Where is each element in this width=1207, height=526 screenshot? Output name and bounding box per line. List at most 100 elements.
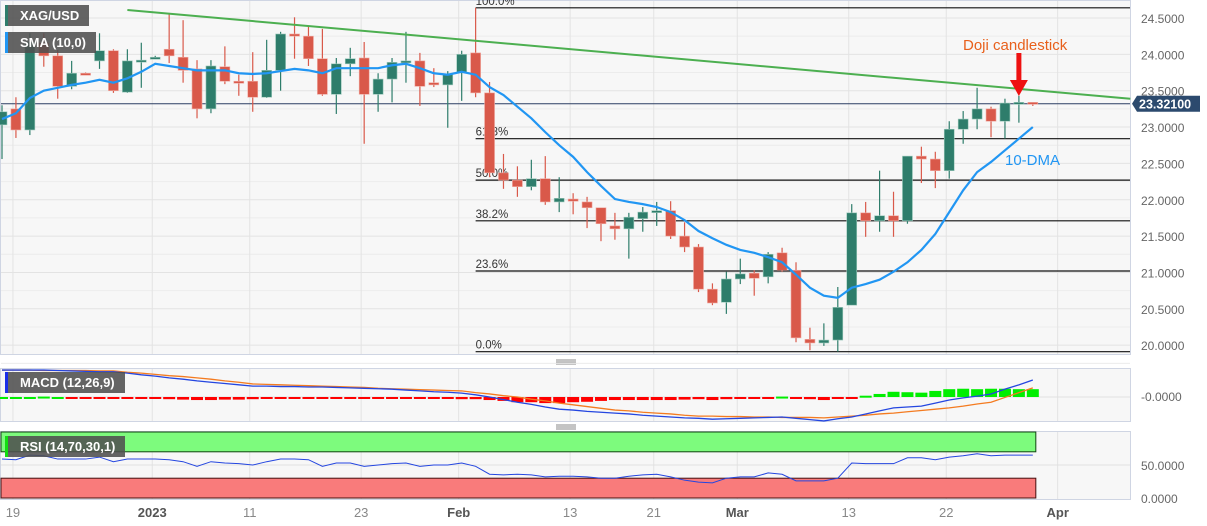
candle[interactable] [874, 170, 885, 232]
candle[interactable] [303, 26, 314, 66]
candle[interactable] [721, 271, 732, 314]
candle[interactable] [261, 39, 272, 98]
candle[interactable] [553, 177, 565, 213]
candle[interactable] [679, 222, 690, 253]
candle[interactable] [860, 201, 871, 237]
candle[interactable] [902, 155, 913, 224]
candle[interactable] [581, 196, 593, 229]
candle[interactable] [818, 323, 830, 346]
candle[interactable] [623, 212, 635, 259]
candle[interactable] [80, 72, 91, 76]
candle[interactable] [10, 97, 22, 138]
candle-body [1027, 102, 1039, 105]
candle-body [874, 215, 885, 222]
candle[interactable] [526, 159, 537, 191]
candle[interactable] [567, 193, 579, 215]
candle[interactable] [971, 87, 983, 130]
macd-histogram-bar [594, 397, 607, 401]
macd-histogram-bar [678, 397, 691, 400]
rsi-oversold-zone [0, 477, 1037, 499]
candle[interactable] [916, 146, 927, 184]
macd-histogram-bar [344, 397, 357, 399]
macd-histogram-bar [9, 397, 22, 399]
candle[interactable] [344, 47, 356, 77]
candle[interactable] [247, 52, 259, 112]
macd-histogram-bar [845, 397, 858, 399]
doji-annotation: Doji candlestick [963, 37, 1068, 54]
macd-histogram-bar [581, 397, 594, 402]
candle[interactable] [999, 98, 1011, 139]
macd-histogram-bar [51, 397, 64, 399]
candle[interactable] [414, 52, 426, 106]
candle[interactable] [428, 68, 440, 88]
candle[interactable] [498, 153, 509, 189]
candle-body [762, 253, 774, 278]
candle-body [693, 246, 704, 290]
date-tick-label: Feb [447, 505, 470, 520]
candle[interactable] [734, 258, 746, 285]
candle[interactable] [943, 121, 955, 179]
macd-histogram-bar [135, 397, 148, 399]
candle[interactable] [372, 73, 384, 112]
candle[interactable] [1013, 95, 1025, 123]
candle[interactable] [149, 55, 161, 60]
candle-body [303, 35, 314, 60]
resistance-trendline[interactable] [127, 9, 1131, 100]
sma-indicator-label[interactable]: SMA (10,0) [5, 32, 96, 53]
candle-body [623, 216, 635, 230]
macd-histogram-bar [539, 397, 552, 404]
candle-body [553, 197, 565, 203]
candle[interactable] [1027, 102, 1039, 106]
candle[interactable] [888, 191, 899, 237]
candle[interactable] [930, 151, 941, 189]
macd-histogram-bar [929, 390, 942, 397]
panel-resize-handle[interactable] [556, 359, 576, 365]
candle[interactable] [707, 283, 718, 306]
candle-body [498, 172, 509, 181]
candle[interactable] [484, 81, 495, 178]
candle[interactable] [665, 201, 676, 240]
candle[interactable] [108, 49, 119, 93]
candle[interactable] [957, 111, 969, 144]
candle-body [400, 60, 412, 64]
candle[interactable] [52, 49, 64, 99]
macd-histogram-bar [218, 397, 231, 400]
candle-body [358, 57, 370, 95]
candle[interactable] [163, 12, 175, 64]
fib-level-label: 38.2% [476, 209, 509, 221]
candle-body [930, 158, 941, 171]
macd-histogram-bar [455, 397, 468, 400]
date-tick-label: 22 [939, 505, 953, 520]
candle[interactable] [94, 33, 105, 69]
macd-histogram-bar [762, 397, 775, 399]
price-tick-label: 22.0000 [1141, 194, 1185, 208]
dma-annotation: 10-DMA [1005, 152, 1061, 169]
candle[interactable] [233, 74, 245, 96]
candle[interactable] [219, 46, 231, 85]
panel-resize-handle[interactable] [556, 424, 576, 430]
macd-histogram-bar [901, 392, 914, 397]
candle-body [163, 48, 175, 57]
candle[interactable] [609, 212, 621, 240]
candle[interactable] [637, 207, 649, 232]
candle[interactable] [804, 327, 816, 351]
candle[interactable] [748, 270, 760, 296]
candle[interactable] [177, 20, 189, 83]
sma-10-line [1, 62, 1034, 300]
candle[interactable] [136, 42, 147, 88]
candle[interactable] [595, 207, 607, 242]
rsi-indicator-label[interactable]: RSI (14,70,30,1) [5, 436, 126, 457]
candle[interactable] [512, 166, 523, 197]
candle[interactable] [693, 244, 704, 293]
macd-histogram-bar [608, 397, 621, 401]
candle[interactable] [358, 41, 370, 144]
candle[interactable] [539, 156, 551, 205]
macd-histogram-bar [887, 391, 900, 397]
candle[interactable] [205, 60, 217, 114]
candle-body [748, 272, 760, 279]
fib-level-label: 23.6% [476, 259, 509, 271]
candle[interactable] [985, 106, 997, 138]
macd-indicator-label[interactable]: MACD (12,26,9) [5, 372, 125, 393]
candle[interactable] [317, 28, 328, 96]
